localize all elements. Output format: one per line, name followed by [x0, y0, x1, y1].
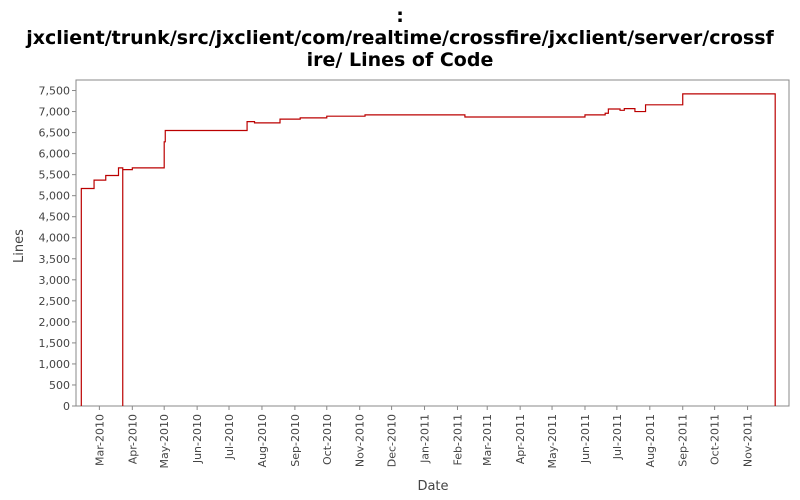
x-tick-label: Apr-2010	[126, 414, 139, 464]
y-tick-label: 3,000	[39, 274, 71, 287]
y-tick-label: 6,500	[39, 127, 71, 140]
x-tick-label: Jul-2011	[611, 414, 624, 460]
chart-title-line-2: jxclient/trunk/src/jxclient/com/realtime…	[26, 27, 774, 49]
x-tick-label: Apr-2011	[514, 414, 527, 464]
x-tick-label: Sep-2011	[677, 414, 690, 467]
y-tick-label: 5,000	[39, 190, 71, 203]
series-layer	[80, 93, 776, 406]
y-tick-label: 1,500	[39, 337, 71, 350]
y-tick-label: 1,000	[39, 358, 71, 371]
y-tick-label: 4,000	[39, 232, 71, 245]
y-tick-label: 0	[63, 400, 70, 413]
y-tick-label: 7,000	[39, 106, 71, 119]
x-tick-label: Oct-2010	[321, 414, 334, 465]
x-tick-label: Jun-2011	[579, 414, 592, 464]
y-tick-label: 5,500	[39, 169, 71, 182]
plot-area	[75, 79, 790, 407]
x-tick-label: Nov-2011	[742, 414, 755, 467]
x-tick-label: Jul-2010	[223, 414, 236, 460]
x-tick-label: Aug-2010	[256, 414, 269, 467]
y-tick-label: 500	[49, 379, 70, 392]
y-tick-label: 2,500	[39, 295, 71, 308]
series-line	[80, 93, 776, 406]
x-tick-label: Feb-2011	[451, 414, 464, 465]
x-tick-label: Mar-2010	[93, 414, 106, 466]
x-tick-label: May-2010	[158, 414, 171, 469]
x-tick-label: Oct-2011	[709, 414, 722, 465]
plot-border	[75, 79, 790, 407]
x-tick-label: Jun-2010	[191, 414, 204, 464]
chart-title-line-1: :	[396, 5, 404, 27]
x-tick-label: Jan-2011	[419, 414, 432, 464]
y-tick-label: 6,000	[39, 148, 71, 161]
y-tick-label: 2,000	[39, 316, 71, 329]
y-tick-label: 3,500	[39, 253, 71, 266]
x-axis-label: Date	[417, 479, 448, 494]
x-tick-label: May-2011	[546, 414, 559, 469]
y-tick-label: 4,500	[39, 211, 71, 224]
x-tick-label: Dec-2010	[386, 414, 399, 467]
x-axis: Mar-2010 Apr-2010 May-2010 Jun-2010 Jul-2010…	[93, 406, 755, 469]
x-tick-label: Aug-2011	[644, 414, 657, 467]
x-tick-label: Nov-2010	[354, 414, 367, 467]
x-tick-label: Mar-2011	[481, 414, 494, 466]
y-tick-label: 7,500	[39, 85, 71, 98]
x-tick-label: Sep-2010	[289, 414, 302, 467]
y-axis-label: Lines	[12, 229, 27, 263]
chart-title-line-3: ire/ Lines of Code	[306, 49, 494, 71]
y-axis: 0 500 1,000 1,500 2,000 2,500 3,000 3,500 4,000 4…	[39, 85, 76, 413]
